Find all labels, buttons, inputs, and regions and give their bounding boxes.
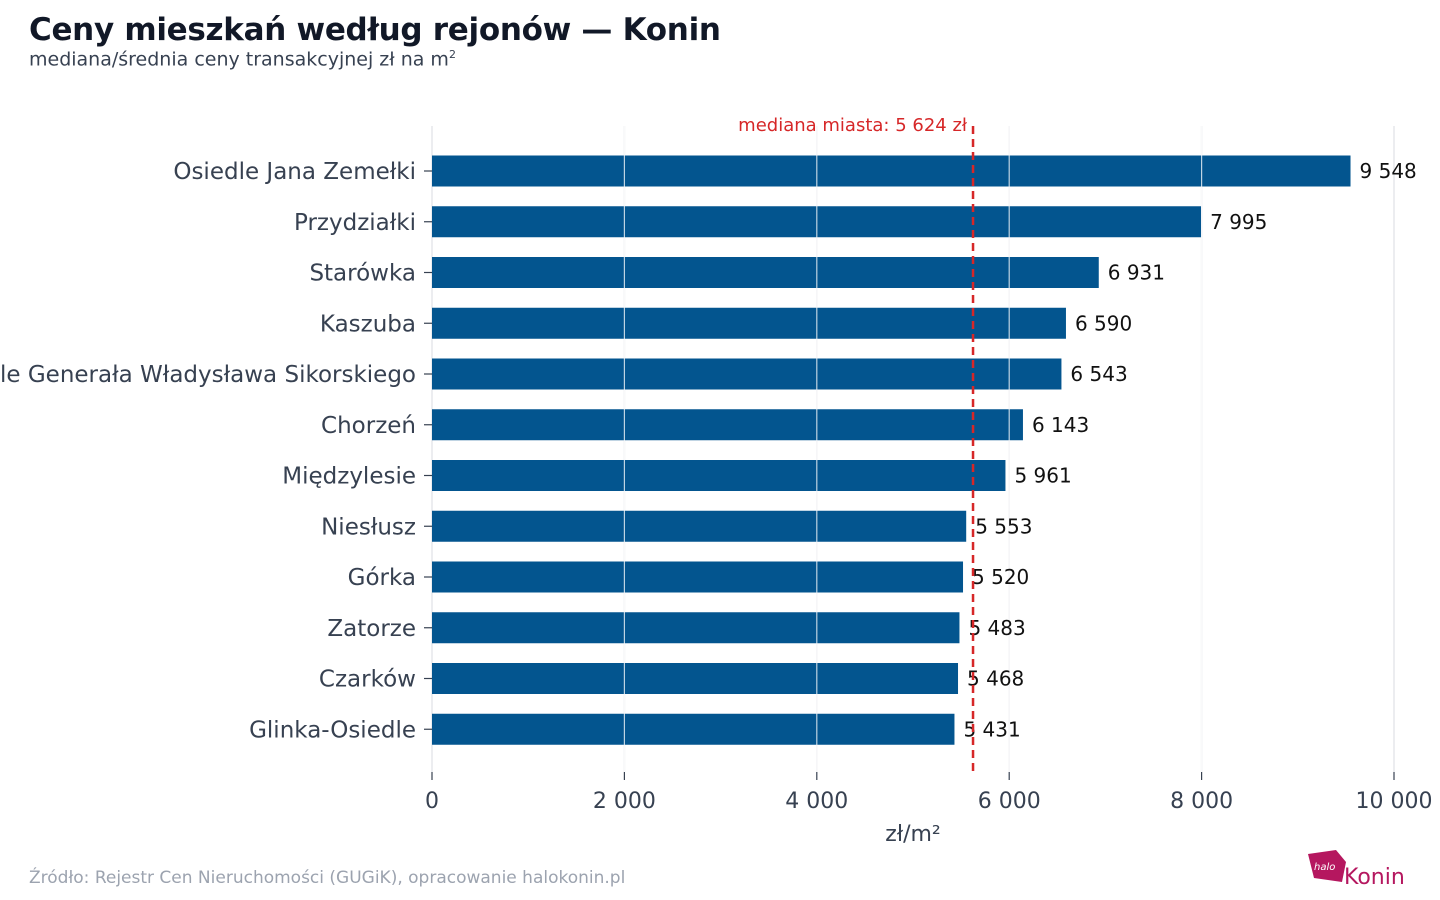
x-axis-title: zł/m² [885, 822, 940, 847]
bar [432, 257, 1099, 288]
grid-overlay [623, 126, 1203, 772]
category-label: Starówka [309, 261, 416, 287]
x-tick-label: 6 000 [978, 789, 1041, 814]
bar [432, 612, 960, 644]
bar [432, 358, 1062, 390]
bar [432, 663, 959, 694]
category-label: Niesłusz [321, 514, 416, 540]
category-label: Kaszuba [320, 311, 416, 337]
value-label: 7 995 [1210, 210, 1267, 234]
bar [432, 713, 955, 745]
category-label: Osiedle Jana Zemełki [173, 159, 416, 185]
value-label: 6 931 [1108, 261, 1165, 285]
value-label: 5 961 [1014, 464, 1071, 488]
x-tick-label: 0 [425, 789, 439, 814]
bar [432, 561, 964, 593]
logo-mark-text: halo [1314, 862, 1335, 873]
halokonin-logo: halo Konin [1308, 850, 1405, 890]
bars [432, 155, 1351, 745]
category-label: Przydziałki [294, 210, 416, 236]
value-label: 5 520 [972, 565, 1029, 589]
source-note: Źródło: Rejestr Cen Nieruchomości (GUGiK… [29, 868, 626, 888]
labels: 0 2 000 4 000 6 000 8 000 10 000 Osiedle Jana … [0, 115, 1432, 847]
category-label: Czarków [319, 667, 416, 693]
category-label: Górka [348, 565, 416, 591]
bar [432, 460, 1006, 491]
value-label: 9 548 [1360, 159, 1417, 183]
subtitle-text: mediana/średnia ceny transakcyjnej zł na… [29, 48, 449, 71]
bar [432, 155, 1351, 187]
bar [432, 307, 1066, 339]
bar [432, 409, 1023, 441]
bar [432, 510, 967, 542]
logo-badge-icon [1308, 850, 1346, 882]
value-label: 6 590 [1075, 311, 1132, 335]
value-label: 6 143 [1032, 413, 1089, 437]
category-label: Chorzeń [321, 413, 416, 439]
value-label: 5 468 [967, 667, 1024, 691]
chart-title: Ceny mieszkań według rejonów — Konin [29, 12, 721, 48]
chart-subtitle: mediana/średnia ceny transakcyjnej zł na… [29, 48, 456, 70]
category-label: Osiedle Generała Władysława Sikorskiego [0, 362, 416, 388]
value-label: 6 543 [1070, 362, 1127, 386]
x-tick-label: 8 000 [1170, 789, 1233, 814]
logo-text: Konin [1344, 865, 1405, 890]
median-label: mediana miasta: 5 624 zł [738, 115, 968, 136]
category-label: Międzylesie [282, 464, 416, 490]
x-tick-label: 10 000 [1356, 789, 1433, 814]
subtitle-superscript: 2 [448, 48, 456, 61]
category-label: Zatorze [327, 616, 416, 642]
category-label: Glinka-Osiedle [249, 717, 416, 743]
x-tick-label: 4 000 [785, 789, 848, 814]
x-tick-label: 2 000 [593, 789, 656, 814]
value-label: 5 553 [975, 514, 1032, 538]
value-label: 5 483 [968, 616, 1025, 640]
